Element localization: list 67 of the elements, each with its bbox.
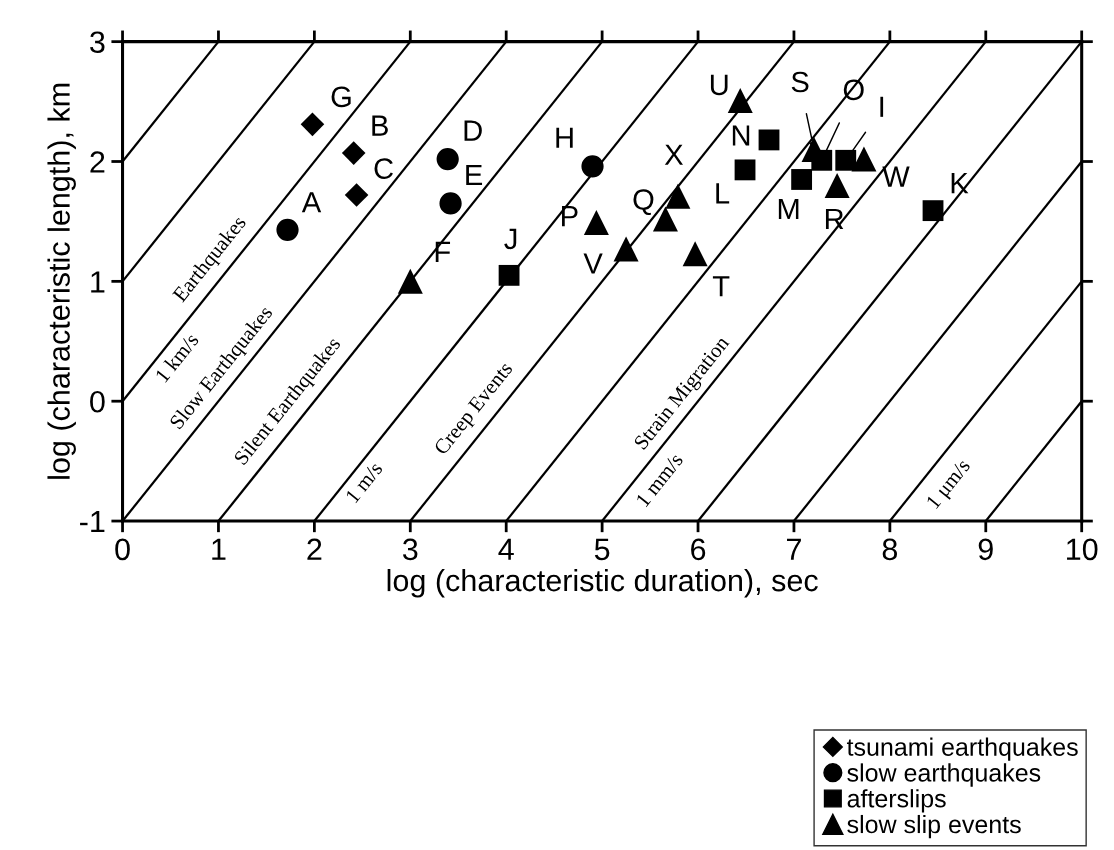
point — [344, 183, 369, 207]
point — [791, 169, 813, 190]
point — [734, 159, 756, 181]
legend-label: slow earthquakes — [847, 763, 1041, 787]
x-axis-title: log (characteristic duration), sec — [387, 568, 818, 598]
point — [758, 129, 780, 151]
point — [300, 112, 325, 137]
x-tick-label: 6 — [691, 538, 706, 561]
x-tick-label: 0 — [115, 538, 130, 561]
y-tick-label: 3 — [90, 31, 105, 54]
x-tick-label: 2 — [307, 538, 322, 560]
x-tick-label: 8 — [882, 538, 898, 561]
point — [851, 146, 877, 172]
point — [583, 210, 609, 236]
point — [341, 141, 366, 165]
legend-label: slow slip events — [847, 814, 1021, 839]
annotation: S — [791, 71, 809, 93]
legend-label: tsunami earthquakes — [846, 737, 1078, 761]
annotation: R — [825, 208, 844, 230]
point — [811, 149, 833, 171]
point — [665, 183, 691, 209]
annotation: J — [504, 228, 517, 250]
annotation: W — [882, 166, 910, 187]
annotation: T — [712, 276, 730, 297]
x-tick-label: 10 — [1067, 538, 1098, 561]
point — [276, 218, 299, 241]
legend-label: afterslips — [847, 789, 946, 813]
x-tick-label: 9 — [978, 538, 993, 561]
annotation: I — [880, 96, 884, 117]
y-tick-label: 1 — [91, 271, 105, 293]
x-tick-label: 1 — [212, 538, 226, 560]
point — [835, 149, 857, 171]
annotation: D — [464, 120, 482, 141]
y-axis-title: log (characteristic length), km — [47, 83, 76, 479]
annotation: N — [732, 125, 750, 146]
y-tick-label: -1 — [80, 511, 105, 533]
point — [439, 192, 462, 215]
x-tick-label: 4 — [498, 538, 514, 560]
annotation: E — [466, 164, 483, 185]
annotation: C — [374, 158, 393, 179]
x-tick-label: 3 — [402, 538, 418, 561]
annotation: G — [331, 86, 351, 108]
point — [397, 268, 423, 294]
y-tick-label: 2 — [90, 151, 105, 173]
point — [922, 200, 944, 222]
point — [436, 147, 459, 171]
y-tick-label: 0 — [90, 390, 105, 413]
annotation: V — [583, 253, 603, 274]
point — [613, 236, 639, 262]
point — [824, 172, 850, 198]
point — [727, 87, 753, 113]
annotation: B — [372, 115, 388, 136]
annotation: A — [301, 192, 322, 213]
annotation: K — [951, 173, 969, 194]
point — [581, 155, 604, 178]
annotation: 1 m/s — [345, 460, 384, 504]
point — [498, 264, 520, 286]
annotation: H — [556, 127, 573, 148]
annotation: Q — [633, 189, 654, 216]
point — [682, 241, 708, 267]
annotation: U — [710, 74, 728, 96]
annotation: L — [716, 183, 730, 204]
annotation: M — [778, 198, 799, 220]
point — [652, 206, 678, 232]
x-tick-label: 5 — [594, 538, 610, 561]
x-tick-label: 7 — [787, 538, 801, 560]
annotation: X — [664, 144, 683, 165]
